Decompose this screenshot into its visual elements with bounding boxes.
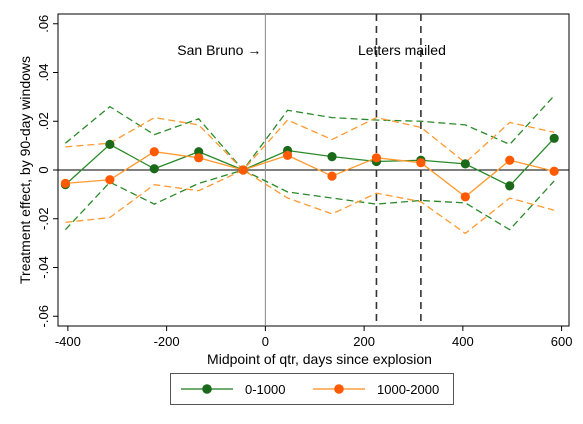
y-tick-label-3: 0 [36, 166, 51, 173]
series-1-point-3 [194, 153, 203, 162]
legend-swatch-1 [313, 382, 365, 396]
legend-swatch-0-marker [202, 384, 212, 394]
series-1-point-0 [61, 179, 70, 188]
series-1-point-10 [505, 156, 514, 165]
x-tick-label-2: 0 [262, 334, 269, 349]
series-0-point-10 [505, 181, 514, 190]
series-0-point-6 [327, 152, 336, 161]
series-0-point-11 [550, 134, 559, 143]
series-1-point-5 [283, 151, 292, 160]
series-1-point-9 [461, 192, 470, 201]
series-1-point-8 [416, 158, 425, 167]
series-0-point-9 [461, 159, 470, 168]
x-axis-label: Midpoint of qtr, days since explosion [207, 351, 432, 367]
x-tick-label-4: 400 [452, 334, 474, 349]
y-tick-label-0: -.06 [36, 305, 51, 327]
legend-item-0: 0-1000 [181, 374, 285, 404]
series-1-point-7 [372, 153, 381, 162]
annotation-0: San Bruno → [177, 42, 261, 58]
series-0-point-1 [105, 140, 114, 149]
series-1-point-11 [550, 167, 559, 176]
y-tick-label-5: .04 [36, 63, 51, 81]
series-1-point-1 [105, 175, 114, 184]
y-tick-label-2: -.02 [36, 208, 51, 230]
legend-swatch-0 [181, 382, 233, 396]
x-tick-label-5: 600 [551, 334, 573, 349]
x-tick-label-0: -400 [55, 334, 81, 349]
legend: 0-1000 1000-2000 [170, 373, 454, 405]
series-1-point-4 [239, 165, 248, 174]
y-tick-label-6: .06 [36, 15, 51, 33]
series-1-point-2 [150, 147, 159, 156]
annotation-2: Letters mailed [358, 42, 446, 58]
y-tick-label-1: -.04 [36, 256, 51, 278]
series-0-point-2 [150, 164, 159, 173]
legend-label-0: 0-1000 [245, 382, 285, 397]
legend-label-1: 1000-2000 [377, 382, 439, 397]
series-1-point-6 [327, 171, 336, 180]
legend-item-1: 1000-2000 [313, 374, 439, 404]
x-tick-label-1: -200 [154, 334, 180, 349]
legend-swatch-1-marker [334, 384, 344, 394]
y-axis-label: Treatment effect, by 90-day windows [17, 56, 33, 284]
y-tick-label-4: .02 [36, 112, 51, 130]
x-tick-label-3: 200 [353, 334, 375, 349]
